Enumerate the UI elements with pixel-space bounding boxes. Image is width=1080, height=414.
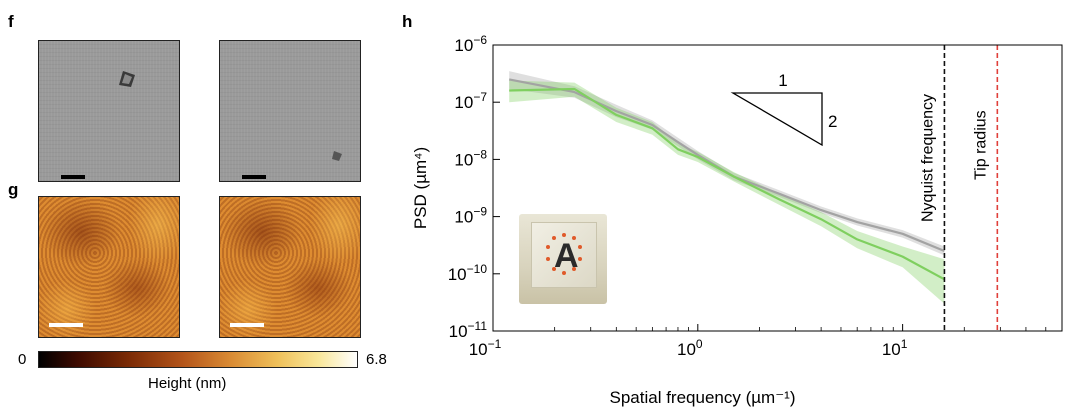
sem-image-after bbox=[219, 40, 361, 182]
y-tick-label-2: 10−8 bbox=[454, 147, 487, 169]
sem-particle bbox=[119, 71, 135, 87]
scale-bar bbox=[242, 175, 266, 179]
sem-particle bbox=[332, 151, 342, 161]
scale-bar bbox=[230, 323, 264, 327]
slope-rise-label: 2 bbox=[828, 112, 837, 131]
colorbar-title: Height (nm) bbox=[148, 375, 227, 392]
x-tick-label-1: 100 bbox=[677, 337, 703, 359]
y-tick-label-5: 10−11 bbox=[449, 319, 488, 341]
x-axis-label: Spatial frequency (µm⁻¹) bbox=[610, 388, 796, 407]
y-tick-label-4: 10−10 bbox=[448, 262, 488, 284]
device-photo-inset: A bbox=[519, 214, 607, 304]
afm-height-map-before bbox=[38, 196, 180, 338]
y-axis-label: PSD (µm⁴) bbox=[411, 147, 430, 229]
sem-image-before bbox=[38, 40, 180, 182]
y-tick-label-0: 10−6 bbox=[454, 33, 487, 55]
scale-bar bbox=[61, 175, 85, 179]
colorbar-max-label: 6.8 bbox=[366, 351, 387, 368]
series-0-band bbox=[509, 71, 945, 256]
slope-run-label: 1 bbox=[778, 71, 787, 90]
y-tick-label-1: 10−7 bbox=[454, 90, 487, 112]
device-photo-window: A bbox=[531, 222, 597, 288]
vline-label-0: Nyquist frequency bbox=[919, 94, 936, 222]
colorbar bbox=[38, 351, 358, 368]
series-1-line bbox=[509, 87, 945, 281]
panel-label-h: h bbox=[402, 12, 413, 31]
x-tick-label-0: 10−1 bbox=[469, 337, 502, 359]
panel-label-f: f bbox=[8, 12, 14, 31]
panel-label-g: g bbox=[8, 180, 19, 199]
y-tick-label-3: 10−9 bbox=[454, 205, 487, 227]
vline-label-1: Tip radius bbox=[972, 110, 989, 180]
slope-triangle bbox=[730, 92, 823, 147]
colorbar-min-label: 0 bbox=[18, 351, 27, 368]
dot-ring bbox=[546, 233, 582, 275]
scale-bar bbox=[49, 323, 83, 327]
afm-height-map-after bbox=[219, 196, 361, 338]
plot-frame bbox=[492, 44, 1063, 332]
x-tick-label-2: 101 bbox=[882, 337, 908, 359]
